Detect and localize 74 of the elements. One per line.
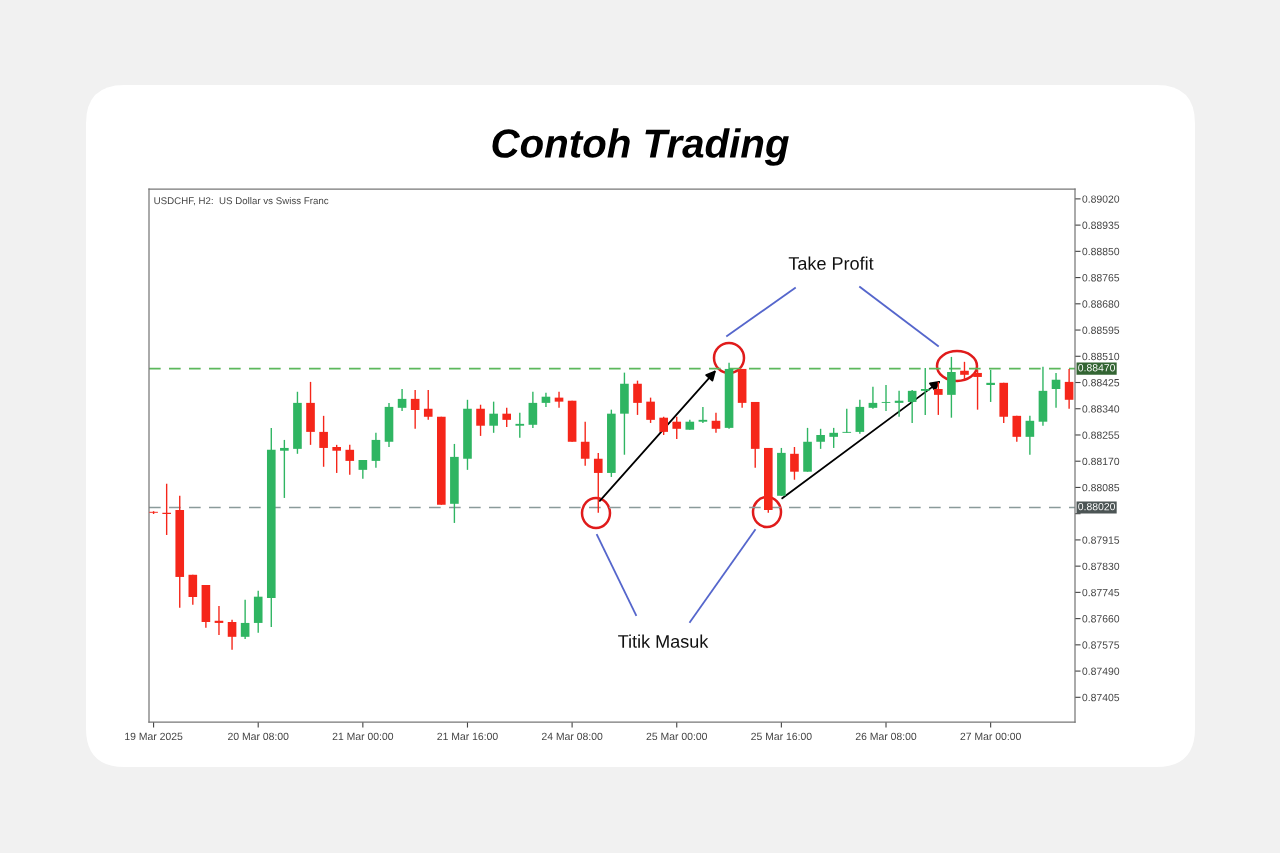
y-tick-label: 0.87830 [1082, 562, 1120, 571]
x-tick-label: 21 Mar 00:00 [332, 732, 394, 741]
candlestick [816, 428, 825, 450]
candlestick [934, 381, 943, 416]
y-tick-label: 0.88935 [1082, 221, 1120, 229]
candlestick [371, 432, 381, 469]
candlestick [554, 391, 564, 409]
y-tick-label: 0.87575 [1082, 641, 1120, 649]
candlestick [188, 574, 198, 606]
y-tick-label: 0.88595 [1082, 326, 1120, 334]
candlestick [907, 389, 917, 424]
candlestick [672, 416, 682, 440]
candlestick [868, 386, 878, 410]
x-tick-label: 24 Mar 08:00 [541, 732, 603, 741]
annotation: USDCHF, H2: US Dollar vs Swiss Franc [154, 197, 329, 206]
x-tick-label: 21 Mar 16:00 [437, 732, 498, 741]
x-tick-label: 20 Mar 08:00 [228, 732, 289, 741]
candlestick [790, 446, 799, 481]
y-tick-label: 0.88425 [1082, 379, 1120, 387]
y-tick-label: 0.87405 [1082, 693, 1120, 702]
x-tick-label: 25 Mar 00:00 [646, 732, 708, 741]
y-tick-label: 0.88680 [1082, 300, 1120, 308]
ref-line-label: 0.88470 [1078, 364, 1116, 372]
ref-line-label: 0.88020 [1078, 502, 1116, 511]
chart-title: Contoh Trading [492, 128, 789, 166]
y-tick-label: 0.88850 [1082, 247, 1120, 256]
candlestick [986, 369, 995, 403]
candlestick [947, 356, 956, 419]
candlestick [1012, 415, 1022, 443]
y-tick-label: 0.88170 [1082, 457, 1120, 466]
candlestick [489, 400, 498, 434]
candlestick [227, 619, 237, 651]
y-tick-label: 0.88510 [1082, 352, 1120, 361]
candlestick [423, 389, 433, 421]
candlestick [829, 427, 839, 449]
candlestick [240, 599, 250, 640]
y-tick-label: 0.88255 [1082, 431, 1120, 439]
candlestick [280, 439, 289, 499]
y-tick-label: 0.87745 [1082, 588, 1120, 597]
candlestick [476, 404, 485, 437]
x-tick-label: 27 Mar 00:00 [960, 732, 1021, 741]
candlestick [633, 379, 642, 416]
candlestick [319, 415, 328, 468]
candlestick [1051, 372, 1061, 409]
x-tick-label: 26 Mar 08:00 [855, 732, 917, 741]
candlestick [397, 388, 407, 412]
candlestick [410, 389, 420, 430]
y-tick-label: 0.87490 [1082, 667, 1120, 675]
candlestick [332, 444, 341, 474]
candlestick [1025, 415, 1035, 456]
candlestick [711, 412, 721, 434]
x-tick-label: 25 Mar 16:00 [751, 732, 812, 741]
x-tick-label: 19 Mar 2025 [125, 732, 183, 741]
candlestick [528, 391, 538, 429]
y-tick-label: 0.88085 [1082, 483, 1120, 492]
annotation: Titik Masuk [618, 634, 709, 648]
candlestick [580, 421, 590, 467]
y-tick-label: 0.88340 [1082, 405, 1120, 413]
candlestick [881, 384, 891, 412]
y-tick-label: 0.89020 [1082, 195, 1120, 203]
candlestick [973, 369, 982, 411]
y-tick-label: 0.87915 [1082, 536, 1120, 544]
candlestick [920, 367, 930, 416]
candlestick [646, 396, 655, 424]
candlestick [593, 452, 603, 514]
y-tick-label: 0.88765 [1082, 274, 1120, 282]
y-tick-label: 0.87660 [1082, 615, 1120, 623]
candlestick [345, 444, 355, 476]
candlestick [659, 416, 668, 436]
candlestick [502, 407, 512, 428]
annotation: Take Profit [788, 256, 874, 270]
candlestick [515, 412, 525, 439]
candlestick [842, 408, 852, 434]
candlestick [698, 406, 708, 424]
